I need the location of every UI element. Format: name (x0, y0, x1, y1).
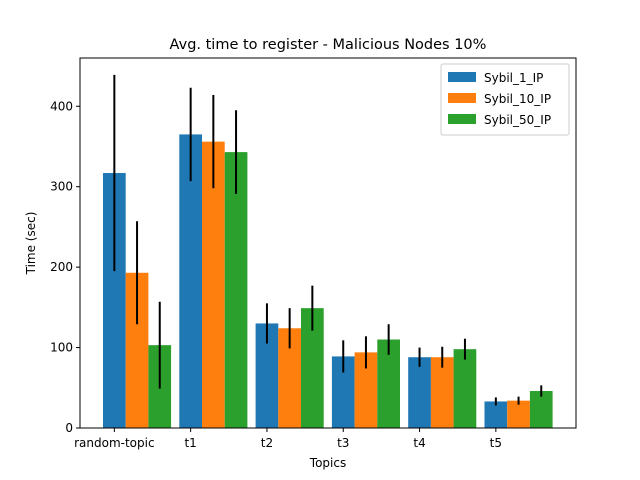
plot-frame (79, 57, 577, 429)
y-tick-label: 300 (50, 180, 73, 194)
y-axis-label: Time (sec) (24, 212, 38, 276)
y-tick-label: 200 (50, 260, 73, 274)
x-axis: random-topic t1 t2 t3 t4 t5 (74, 428, 502, 450)
legend-label: Sybil_1_IP (484, 71, 543, 85)
bar-sybil-10-ip-t1 (202, 141, 225, 429)
bars-layer (103, 134, 553, 429)
bar-sybil-1-ip-t5 (484, 401, 508, 428)
bar-sybil-10-ip-t5 (507, 400, 530, 428)
error-bars-layer (113, 74, 543, 406)
y-tick-label: 400 (50, 99, 73, 113)
legend-swatch (448, 72, 476, 82)
legend-swatch (448, 93, 476, 103)
bar-sybil-10-ip-t3 (354, 352, 378, 428)
y-axis: 0 100 200 300 400 (50, 99, 80, 435)
x-tick-label: t4 (413, 436, 425, 450)
chart-title: Avg. time to register - Malicious Nodes … (170, 37, 487, 53)
x-tick-label: t3 (337, 436, 349, 450)
bar-sybil-1-ip-t4 (408, 357, 431, 428)
legend-label: Sybil_10_IP (484, 92, 551, 106)
bar-sybil-1-ip-t1 (179, 134, 202, 429)
x-tick-label: random-topic (74, 436, 154, 450)
x-tick-label: t5 (490, 436, 502, 450)
y-tick-label: 0 (65, 421, 73, 435)
bar-sybil-1-ip-random-topic (103, 173, 126, 428)
bar-sybil-50-ip-t3 (377, 339, 400, 428)
bar-sybil-10-ip-t2 (278, 328, 301, 428)
legend: Sybil_1_IP Sybil_10_IP Sybil_50_IP (440, 63, 570, 136)
bar-sybil-10-ip-t4 (430, 357, 454, 428)
bar-sybil-1-ip-t2 (255, 323, 279, 428)
legend-swatch (448, 114, 476, 124)
bar-sybil-50-ip-t4 (453, 349, 477, 428)
x-tick-label: t2 (261, 436, 273, 450)
x-tick-label: t1 (184, 436, 196, 450)
x-axis-label: Topics (309, 456, 346, 470)
bar-sybil-50-ip-t1 (224, 152, 248, 428)
bar-sybil-50-ip-t2 (301, 308, 324, 428)
legend-label: Sybil_50_IP (484, 113, 551, 127)
y-tick-label: 100 (50, 341, 73, 355)
bar-sybil-1-ip-t3 (331, 356, 355, 428)
bar-sybil-10-ip-random-topic (125, 272, 149, 428)
bar-sybil-50-ip-t5 (529, 391, 553, 428)
